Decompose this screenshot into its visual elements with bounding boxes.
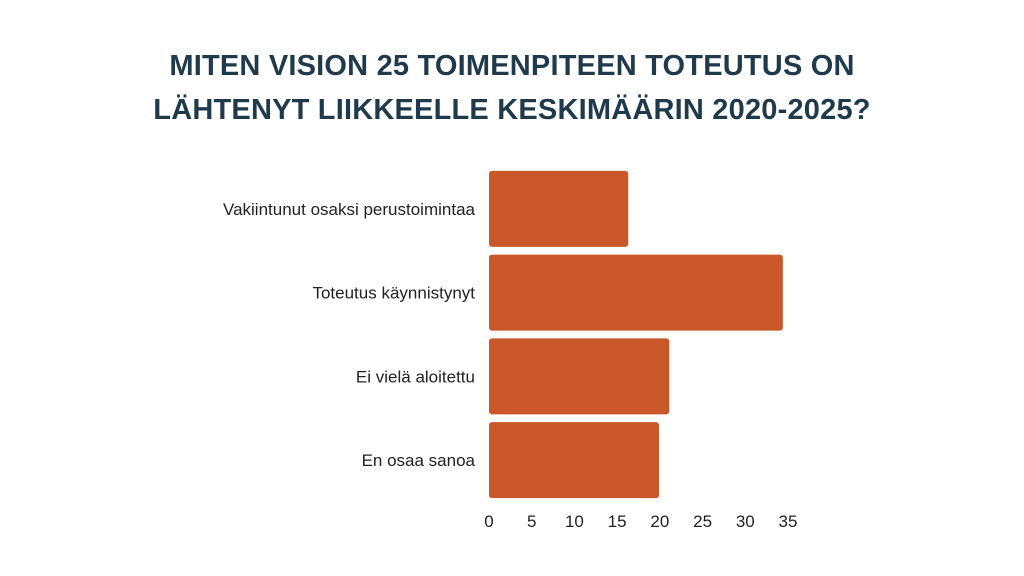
chart-title: MITEN VISION 25 TOIMENPITEEN TOTEUTUS ON… (0, 44, 1024, 132)
bar-3 (489, 422, 660, 499)
bar-0 (489, 170, 629, 247)
bar-1 (489, 254, 783, 331)
category-label-2: Ei vielä aloitettu (356, 367, 475, 386)
x-tick-label-6: 30 (736, 512, 755, 531)
x-tick-label-0: 0 (484, 512, 493, 531)
x-tick-label-5: 25 (693, 512, 712, 531)
x-tick-label-4: 20 (650, 512, 669, 531)
x-tick-label-3: 15 (608, 512, 627, 531)
category-label-3: En osaa sanoa (362, 451, 476, 470)
category-label-0: Vakiintunut osaksi perustoimintaa (223, 200, 476, 219)
x-tick-label-2: 10 (565, 512, 584, 531)
chart-title-line-2: LÄHTENYT LIIKKEELLE KESKIMÄÄRIN 2020-202… (153, 94, 871, 126)
category-label-1: Toteutus käynnistynyt (312, 284, 475, 303)
chart-title-line-1: MITEN VISION 25 TOIMENPITEEN TOTEUTUS ON (169, 50, 855, 82)
x-tick-label-1: 5 (527, 512, 536, 531)
x-tick-label-7: 35 (779, 512, 798, 531)
bar-2 (489, 338, 670, 415)
